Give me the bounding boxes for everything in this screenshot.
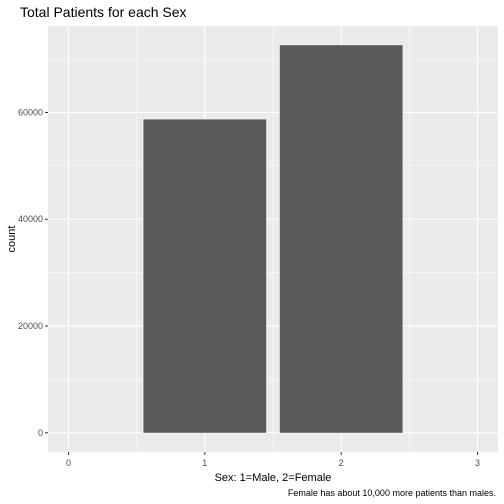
x-axis-label: Sex: 1=Male, 2=Female (215, 472, 332, 484)
x-tick-label: 3 (475, 458, 480, 468)
bar-sex-2 (279, 45, 403, 433)
bar-sex-1 (143, 119, 267, 433)
y-axis: 0 20000 40000 60000 (18, 107, 48, 438)
x-tick-label: 0 (66, 458, 71, 468)
minor-gridlines (48, 26, 498, 452)
chart-title: Total Patients for each Sex (20, 4, 187, 20)
chart-caption: Female has about 10,000 more patients th… (288, 488, 496, 498)
x-axis: 0 1 2 3 (66, 452, 480, 468)
y-tick-label: 20000 (18, 321, 43, 331)
x-tick-label: 2 (339, 458, 344, 468)
y-tick-label: 60000 (18, 107, 43, 117)
bars (143, 45, 403, 433)
y-axis-label: count (6, 226, 18, 253)
y-tick-label: 40000 (18, 214, 43, 224)
x-tick-label: 1 (202, 458, 207, 468)
y-tick-label: 0 (38, 428, 43, 438)
